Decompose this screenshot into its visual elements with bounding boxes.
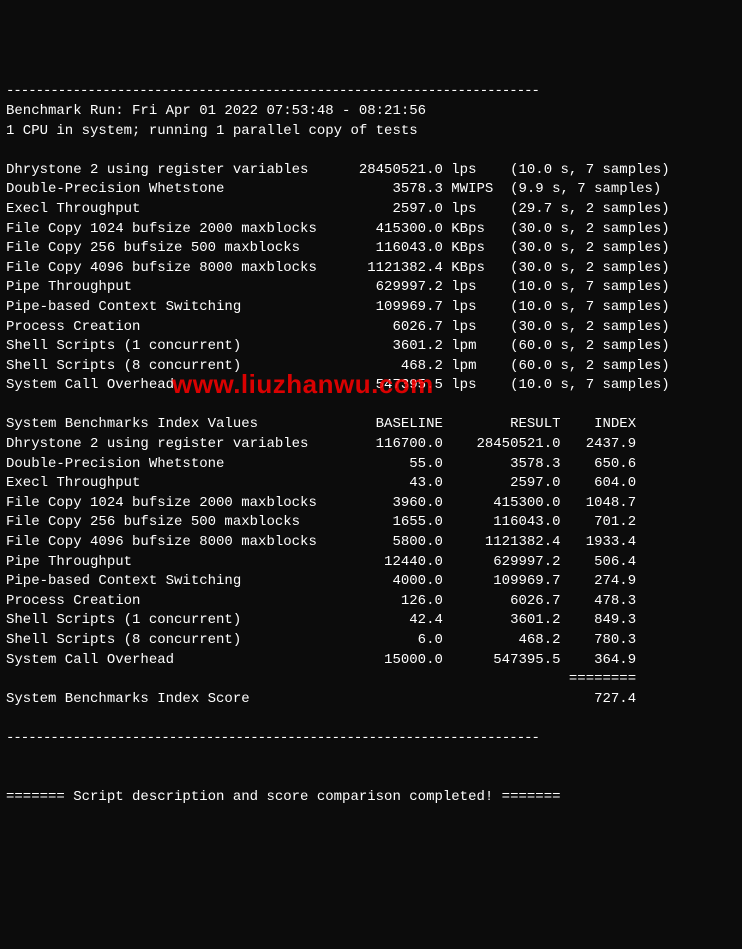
cpu-info-line: 1 CPU in system; running 1 parallel copy… bbox=[6, 123, 418, 139]
index-header-row: System Benchmarks Index Values BASELINE … bbox=[6, 416, 636, 432]
completion-message: ======= Script description and score com… bbox=[6, 789, 561, 805]
terminal-output: ----------------------------------------… bbox=[6, 82, 736, 827]
score-separator: ======== bbox=[6, 671, 636, 687]
benchmark-run-header: Benchmark Run: Fri Apr 01 2022 07:53:48 … bbox=[6, 103, 426, 119]
watermark-text: www.liuzhanwu.com bbox=[172, 366, 434, 402]
index-values-block: Dhrystone 2 using register variables 116… bbox=[6, 436, 636, 668]
footer-separator: ----------------------------------------… bbox=[6, 730, 539, 746]
separator-line: ----------------------------------------… bbox=[6, 83, 539, 99]
test-results-block: Dhrystone 2 using register variables 284… bbox=[6, 162, 670, 394]
score-row: System Benchmarks Index Score 727.4 bbox=[6, 691, 636, 707]
